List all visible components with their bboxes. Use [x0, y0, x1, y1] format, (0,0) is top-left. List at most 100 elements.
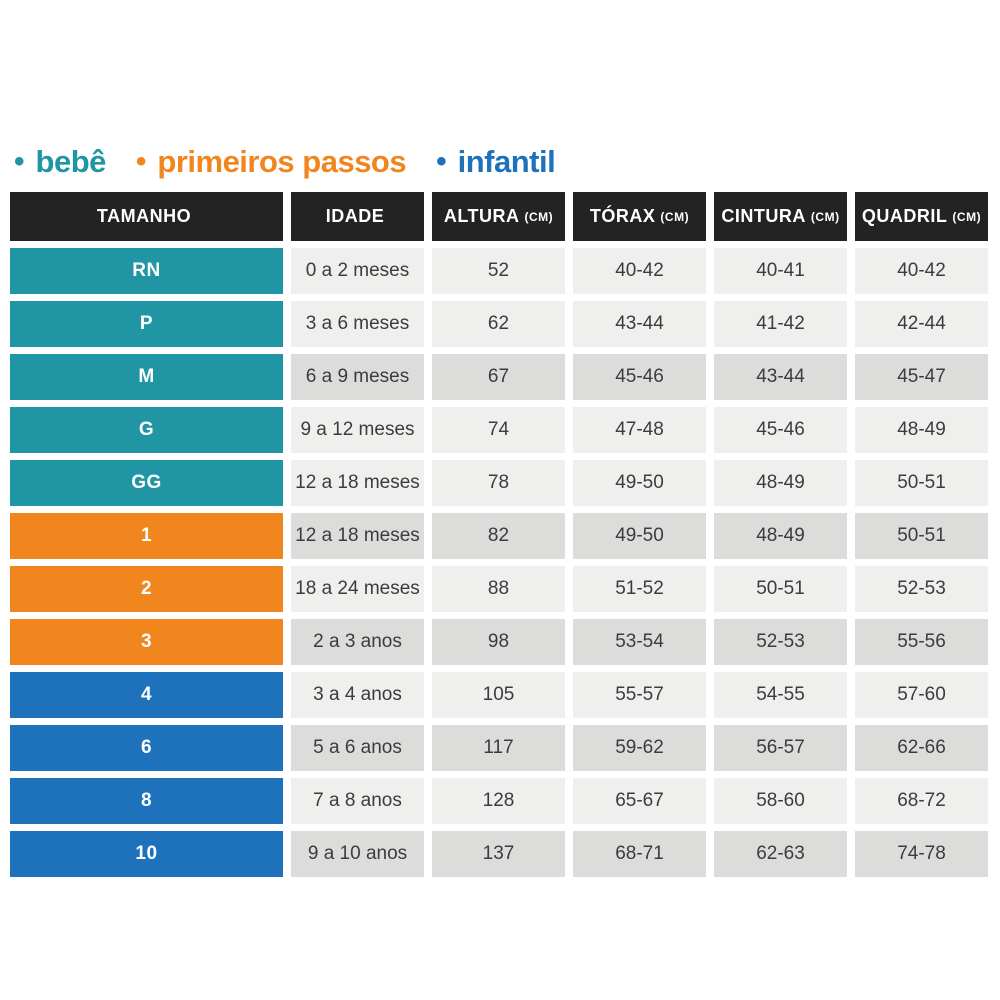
- quadril-cell: 62-66: [855, 725, 988, 771]
- size-cell: M: [10, 354, 283, 400]
- torax-cell: 47-48: [573, 407, 706, 453]
- cintura-cell: 54-55: [714, 672, 847, 718]
- idade-cell: 7 a 8 anos: [291, 778, 424, 824]
- cintura-cell: 52-53: [714, 619, 847, 665]
- size-cell: P: [10, 301, 283, 347]
- header-cell-cintura: CINTURA (CM): [714, 192, 847, 241]
- header-label: IDADE: [325, 206, 385, 226]
- legend-label-infantil: infantil: [457, 144, 556, 179]
- size-cell: 6: [10, 725, 283, 771]
- altura-cell: 98: [432, 619, 565, 665]
- altura-cell: 62: [432, 301, 565, 347]
- legend-item-bebe: • bebê: [14, 144, 106, 180]
- cintura-cell: 41-42: [714, 301, 847, 347]
- header-cell-torax: TÓRAX (CM): [573, 192, 706, 241]
- quadril-cell: 42-44: [855, 301, 988, 347]
- size-table: TAMANHO IDADE ALTURA (CM) TÓRAX (CM) CINTU…: [10, 192, 988, 877]
- size-cell: 4: [10, 672, 283, 718]
- idade-cell: 18 a 24 meses: [291, 566, 424, 612]
- quadril-cell: 57-60: [855, 672, 988, 718]
- bullet-icon: •: [14, 145, 25, 178]
- size-cell: RN: [10, 248, 283, 294]
- legend-item-primeiros-passos: • primeiros passos: [135, 144, 407, 180]
- size-cell: 10: [10, 831, 283, 877]
- header-label: CINTURA: [721, 206, 806, 226]
- torax-cell: 43-44: [573, 301, 706, 347]
- torax-cell: 40-42: [573, 248, 706, 294]
- header-cell-quadril: QUADRIL (CM): [855, 192, 988, 241]
- quadril-cell: 50-51: [855, 460, 988, 506]
- idade-cell: 0 a 2 meses: [291, 248, 424, 294]
- cintura-cell: 50-51: [714, 566, 847, 612]
- altura-cell: 52: [432, 248, 565, 294]
- size-cell: G: [10, 407, 283, 453]
- cintura-cell: 45-46: [714, 407, 847, 453]
- idade-cell: 9 a 10 anos: [291, 831, 424, 877]
- quadril-cell: 50-51: [855, 513, 988, 559]
- torax-cell: 59-62: [573, 725, 706, 771]
- quadril-cell: 52-53: [855, 566, 988, 612]
- altura-cell: 128: [432, 778, 565, 824]
- altura-cell: 74: [432, 407, 565, 453]
- altura-cell: 78: [432, 460, 565, 506]
- bullet-icon: •: [436, 145, 447, 178]
- quadril-cell: 48-49: [855, 407, 988, 453]
- idade-cell: 6 a 9 meses: [291, 354, 424, 400]
- idade-cell: 9 a 12 meses: [291, 407, 424, 453]
- legend-item-infantil: • infantil: [436, 144, 556, 180]
- torax-cell: 65-67: [573, 778, 706, 824]
- quadril-cell: 68-72: [855, 778, 988, 824]
- cintura-cell: 58-60: [714, 778, 847, 824]
- quadril-cell: 74-78: [855, 831, 988, 877]
- header-unit: (CM): [524, 209, 554, 224]
- quadril-cell: 45-47: [855, 354, 988, 400]
- cintura-cell: 40-41: [714, 248, 847, 294]
- cintura-cell: 43-44: [714, 354, 847, 400]
- category-legend: • bebê • primeiros passos • infantil: [14, 144, 556, 180]
- header-cell-idade: IDADE: [291, 192, 424, 241]
- size-cell: GG: [10, 460, 283, 506]
- size-cell: 2: [10, 566, 283, 612]
- header-label: QUADRIL: [861, 206, 948, 226]
- size-cell: 3: [10, 619, 283, 665]
- altura-cell: 117: [432, 725, 565, 771]
- header-unit: (CM): [952, 209, 982, 224]
- cintura-cell: 48-49: [714, 460, 847, 506]
- header-label: TAMANHO: [96, 206, 192, 226]
- altura-cell: 67: [432, 354, 565, 400]
- cintura-cell: 56-57: [714, 725, 847, 771]
- idade-cell: 12 a 18 meses: [291, 513, 424, 559]
- altura-cell: 82: [432, 513, 565, 559]
- torax-cell: 49-50: [573, 460, 706, 506]
- legend-label-bebe: bebê: [35, 144, 107, 179]
- altura-cell: 137: [432, 831, 565, 877]
- header-label: ALTURA: [443, 206, 520, 226]
- idade-cell: 3 a 6 meses: [291, 301, 424, 347]
- header-label: TÓRAX: [589, 206, 656, 226]
- header-cell-tamanho: TAMANHO: [10, 192, 283, 241]
- torax-cell: 49-50: [573, 513, 706, 559]
- torax-cell: 53-54: [573, 619, 706, 665]
- torax-cell: 45-46: [573, 354, 706, 400]
- idade-cell: 5 a 6 anos: [291, 725, 424, 771]
- legend-label-primeiros-passos: primeiros passos: [157, 144, 407, 179]
- quadril-cell: 55-56: [855, 619, 988, 665]
- quadril-cell: 40-42: [855, 248, 988, 294]
- header-unit: (CM): [810, 209, 840, 224]
- altura-cell: 88: [432, 566, 565, 612]
- header-cell-altura: ALTURA (CM): [432, 192, 565, 241]
- size-cell: 8: [10, 778, 283, 824]
- torax-cell: 55-57: [573, 672, 706, 718]
- idade-cell: 3 a 4 anos: [291, 672, 424, 718]
- altura-cell: 105: [432, 672, 565, 718]
- header-unit: (CM): [660, 209, 690, 224]
- size-cell: 1: [10, 513, 283, 559]
- torax-cell: 51-52: [573, 566, 706, 612]
- cintura-cell: 62-63: [714, 831, 847, 877]
- bullet-icon: •: [135, 145, 147, 178]
- idade-cell: 2 a 3 anos: [291, 619, 424, 665]
- torax-cell: 68-71: [573, 831, 706, 877]
- idade-cell: 12 a 18 meses: [291, 460, 424, 506]
- cintura-cell: 48-49: [714, 513, 847, 559]
